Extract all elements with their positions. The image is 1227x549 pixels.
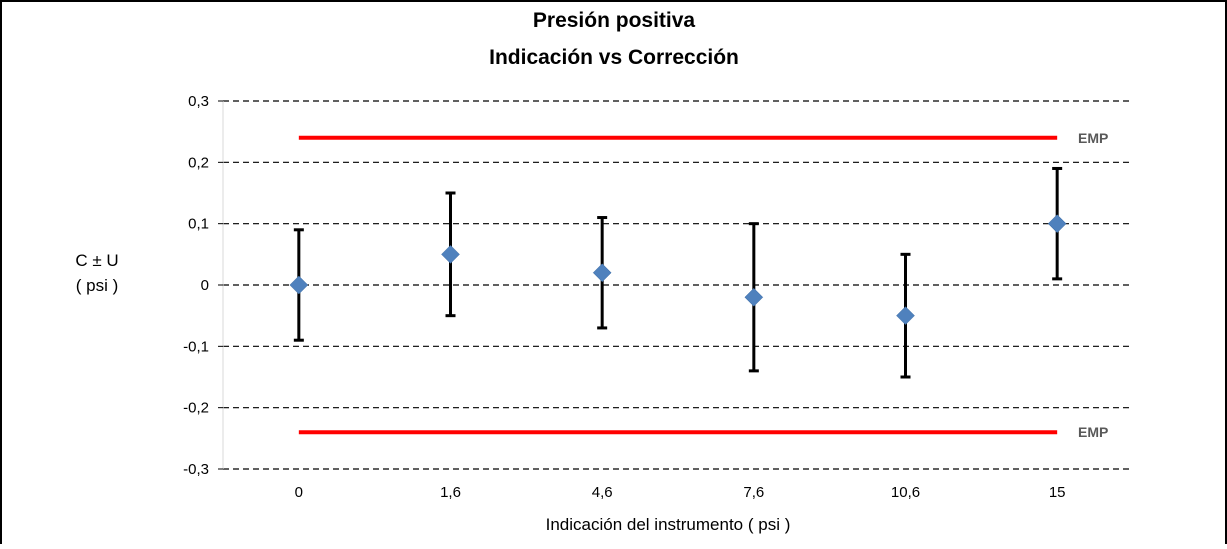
x-tick-labels: 0 1,6 4,6 7,6 10,6 15 — [295, 484, 1066, 501]
y-axis-label-line2: ( psi ) — [76, 276, 119, 295]
emp-limit-label: EMP — [1078, 130, 1108, 146]
emp-limit-lines: EMP EMP — [298, 130, 1108, 440]
chart-title: Presión positiva — [533, 9, 696, 32]
y-tick-label: 0,1 — [188, 216, 209, 233]
emp-limit-label: EMP — [1078, 424, 1108, 440]
y-tick-label: -0,3 — [183, 461, 209, 478]
x-tick-label: 7,6 — [743, 484, 764, 501]
y-tick-label: 0,2 — [188, 154, 209, 171]
y-axis-label-line1: C ± U — [75, 251, 118, 270]
data-point — [896, 306, 915, 326]
y-tick-label: -0,2 — [183, 400, 209, 417]
x-tick-label: 15 — [1049, 484, 1066, 501]
chart-subtitle: Indicación vs Corrección — [489, 46, 739, 69]
x-tick-label: 10,6 — [891, 484, 920, 501]
data-point — [1047, 214, 1067, 234]
gridlines — [223, 100, 1133, 470]
data-point — [744, 287, 764, 307]
y-tick-label: 0,3 — [188, 93, 209, 110]
data-points — [289, 214, 1067, 326]
y-tick-label: 0 — [201, 277, 209, 294]
data-point — [592, 263, 612, 283]
x-tick-label: 1,6 — [440, 484, 461, 501]
x-tick-label: 0 — [295, 484, 303, 501]
data-point — [289, 275, 309, 295]
y-tick-label: -0,1 — [183, 338, 209, 355]
x-tick-label: 4,6 — [592, 484, 613, 501]
x-axis-label: Indicación del instrumento ( psi ) — [546, 515, 791, 534]
y-tick-labels: 0,3 0,2 0,1 0 -0,1 -0,2 -0,3 — [183, 93, 223, 478]
data-point — [441, 244, 460, 264]
error-bars — [293, 166, 1063, 379]
